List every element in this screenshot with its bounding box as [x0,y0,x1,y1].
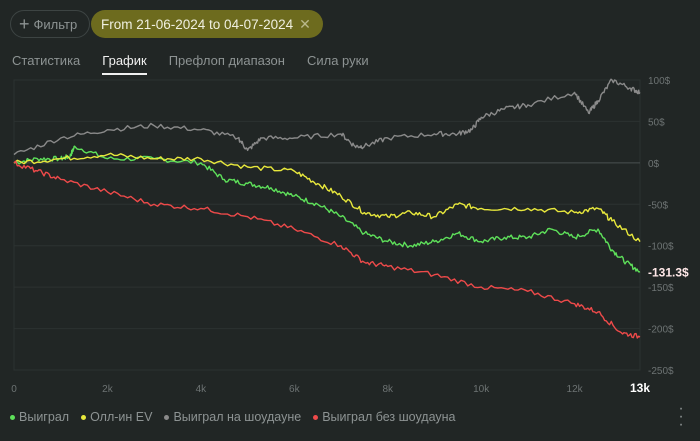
date-range-label: From 21-06-2024 to 04-07-2024 [101,16,294,32]
x-tick-label: 4k [196,384,208,395]
x-tick-label: 2k [102,384,114,395]
legend: Выиграл Олл-ин EV Выиграл на шоудауне Выигр… [10,410,456,424]
plus-icon: + [19,14,30,34]
legend-label: Выиграл [19,410,70,424]
current-value-label: -131.3$ [648,266,689,280]
legend-label: Олл-ин EV [90,410,153,424]
legend-label: Выиграл без шоудауна [322,410,456,424]
y-tick-label: -100$ [648,242,674,253]
filter-button[interactable]: + Фильтр [10,10,91,38]
more-options-icon[interactable]: · · · [678,400,684,433]
y-tick-label: 50$ [648,117,665,128]
legend-label: Выиграл на шоудауне [173,410,302,424]
y-tick-label: -50$ [648,200,668,211]
x-tick-label: 8k [382,384,394,395]
legend-item[interactable]: Выиграл на шоудауне [164,410,301,424]
tab-statistics[interactable]: Статистика [12,53,81,68]
series-line-3 [13,160,641,339]
series-line-0 [13,145,641,273]
x-tick-label: 12k [567,384,584,395]
legend-item[interactable]: Олл-ин EV [81,410,152,424]
legend-dot-icon [164,415,170,421]
close-icon[interactable]: ✕ [299,15,311,32]
y-tick-label: -150$ [648,283,674,294]
tab-preflop-range[interactable]: Префлоп диапазон [168,53,285,68]
series-line-2 [13,78,641,156]
x-current-label: 13k [630,381,650,395]
y-tick-label: -250$ [648,366,674,377]
tab-graph[interactable]: График [102,53,147,75]
legend-item[interactable]: Выиграл без шоудауна [313,410,456,424]
series-line-1 [13,152,641,242]
plot-area [13,79,641,371]
legend-dot-icon [81,415,87,421]
x-tick-label: 6k [289,384,301,395]
y-tick-label: 100$ [648,76,671,87]
legend-dot-icon [10,415,15,421]
y-tick-label: 0$ [648,159,660,170]
x-tick-label: 0 [11,384,17,395]
legend-item[interactable]: Выиграл [10,410,69,424]
tab-hand-strength[interactable]: Сила руки [306,53,369,68]
tabs: Статистика График Префлоп диапазон Сила … [12,53,369,75]
y-tick-label: -200$ [648,325,674,336]
filter-label: Фильтр [33,16,78,32]
line-chart: 100$ 50$ 0$ -50$ -100$ -150$ -200$ -250$ 0 2k 4k 6k… [11,76,689,395]
legend-dot-icon [313,415,319,421]
date-range-chip[interactable]: From 21-06-2024 to 04-07-2024 ✕ [91,10,323,38]
x-tick-label: 10k [473,384,490,395]
